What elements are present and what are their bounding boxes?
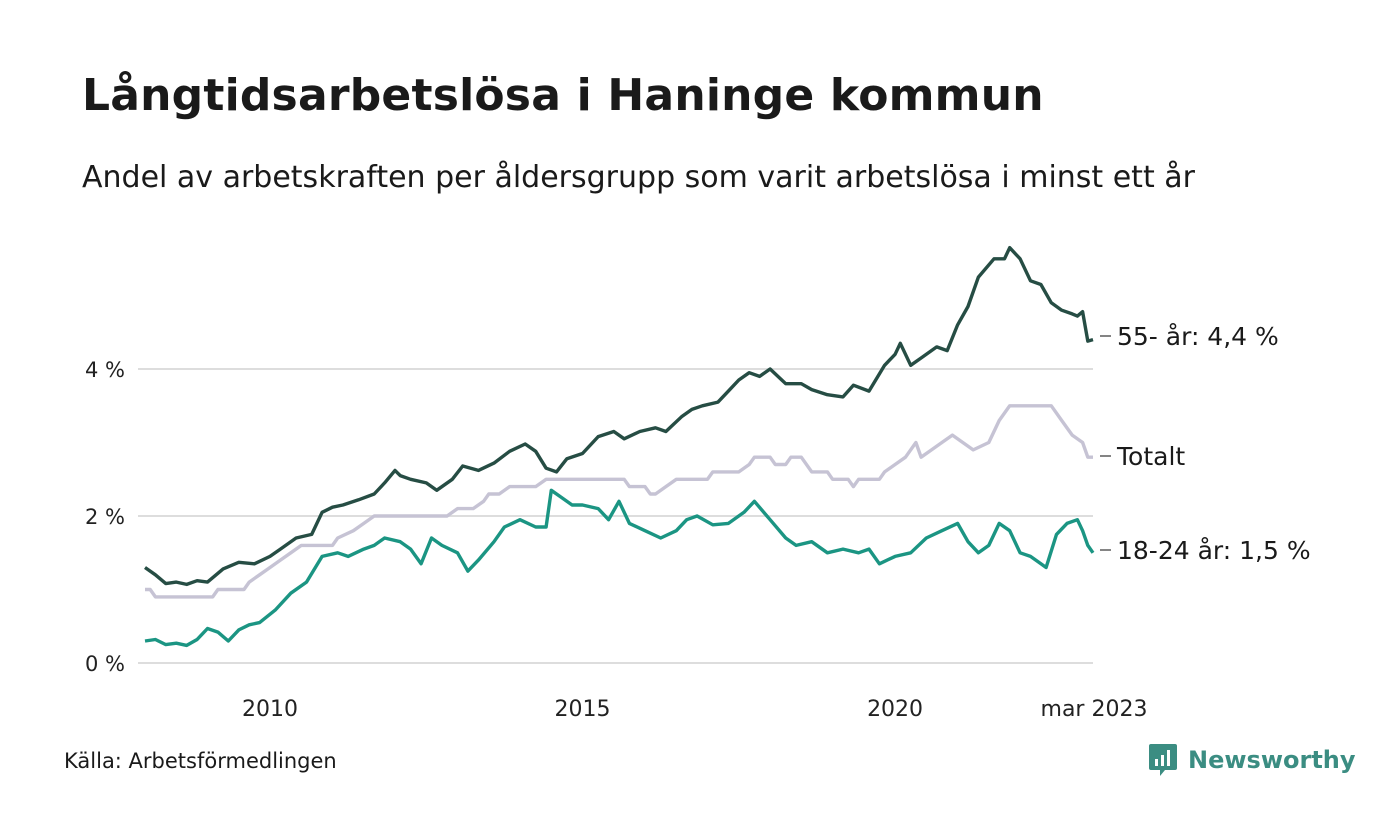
end-label-55-r: 55- år: 4,4 % bbox=[1117, 322, 1279, 351]
x-tick-label: 2010 bbox=[242, 697, 298, 722]
series-line-18-24-r bbox=[144, 488, 1095, 648]
series-line-55-r bbox=[144, 246, 1094, 587]
chart-title: Långtidsarbetslösa i Haninge kommun bbox=[82, 70, 1044, 121]
y-tick-label: 0 % bbox=[85, 652, 125, 676]
brand-name: Newsworthy bbox=[1188, 746, 1356, 774]
x-tick-label: 2020 bbox=[867, 697, 923, 722]
y-tick-label: 2 % bbox=[85, 505, 125, 529]
x-tick-label: mar 2023 bbox=[1041, 697, 1148, 722]
x-tick-label: 2015 bbox=[555, 697, 611, 722]
source-note: Källa: Arbetsförmedlingen bbox=[64, 749, 337, 773]
newsworthy-logo-icon bbox=[1149, 744, 1177, 776]
chart-subtitle: Andel av arbetskraften per åldersgrupp s… bbox=[82, 160, 1195, 195]
series-line-totalt bbox=[145, 404, 1093, 599]
end-label-totalt: Totalt bbox=[1116, 442, 1185, 471]
series-lines bbox=[144, 246, 1095, 648]
brand-logo: Newsworthy bbox=[1148, 742, 1356, 778]
x-axis-ticks: 2010 2015 2020 mar 2023 bbox=[242, 697, 1147, 722]
grid-lines bbox=[138, 368, 1093, 664]
end-labels: 55- år: 4,4 % Totalt 18-24 år: 1,5 % bbox=[1100, 322, 1311, 565]
y-tick-label: 4 % bbox=[85, 358, 125, 382]
y-axis-ticks: 0 % 2 % 4 % bbox=[85, 358, 125, 676]
end-label-18-24-r: 18-24 år: 1,5 % bbox=[1117, 536, 1311, 565]
